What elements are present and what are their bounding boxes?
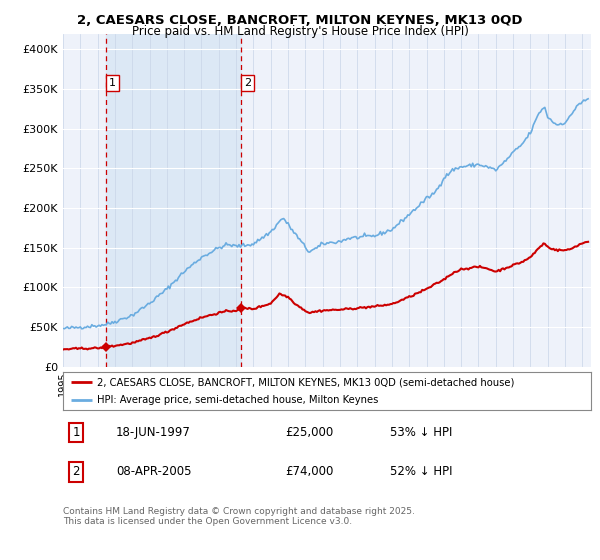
Text: 52% ↓ HPI: 52% ↓ HPI bbox=[391, 465, 453, 478]
Text: HPI: Average price, semi-detached house, Milton Keynes: HPI: Average price, semi-detached house,… bbox=[97, 395, 379, 405]
Text: 53% ↓ HPI: 53% ↓ HPI bbox=[391, 426, 453, 439]
Text: £74,000: £74,000 bbox=[285, 465, 333, 478]
Text: 2: 2 bbox=[244, 78, 251, 88]
Text: £25,000: £25,000 bbox=[285, 426, 333, 439]
Text: 08-APR-2005: 08-APR-2005 bbox=[116, 465, 191, 478]
Text: Price paid vs. HM Land Registry's House Price Index (HPI): Price paid vs. HM Land Registry's House … bbox=[131, 25, 469, 38]
Text: 18-JUN-1997: 18-JUN-1997 bbox=[116, 426, 191, 439]
Text: 1: 1 bbox=[109, 78, 116, 88]
Text: 2, CAESARS CLOSE, BANCROFT, MILTON KEYNES, MK13 0QD (semi-detached house): 2, CAESARS CLOSE, BANCROFT, MILTON KEYNE… bbox=[97, 377, 515, 387]
Text: 1: 1 bbox=[73, 426, 80, 439]
Text: 2: 2 bbox=[73, 465, 80, 478]
Text: Contains HM Land Registry data © Crown copyright and database right 2025.
This d: Contains HM Land Registry data © Crown c… bbox=[63, 507, 415, 526]
Bar bbox=[106, 34, 241, 367]
Text: 2, CAESARS CLOSE, BANCROFT, MILTON KEYNES, MK13 0QD: 2, CAESARS CLOSE, BANCROFT, MILTON KEYNE… bbox=[77, 14, 523, 27]
